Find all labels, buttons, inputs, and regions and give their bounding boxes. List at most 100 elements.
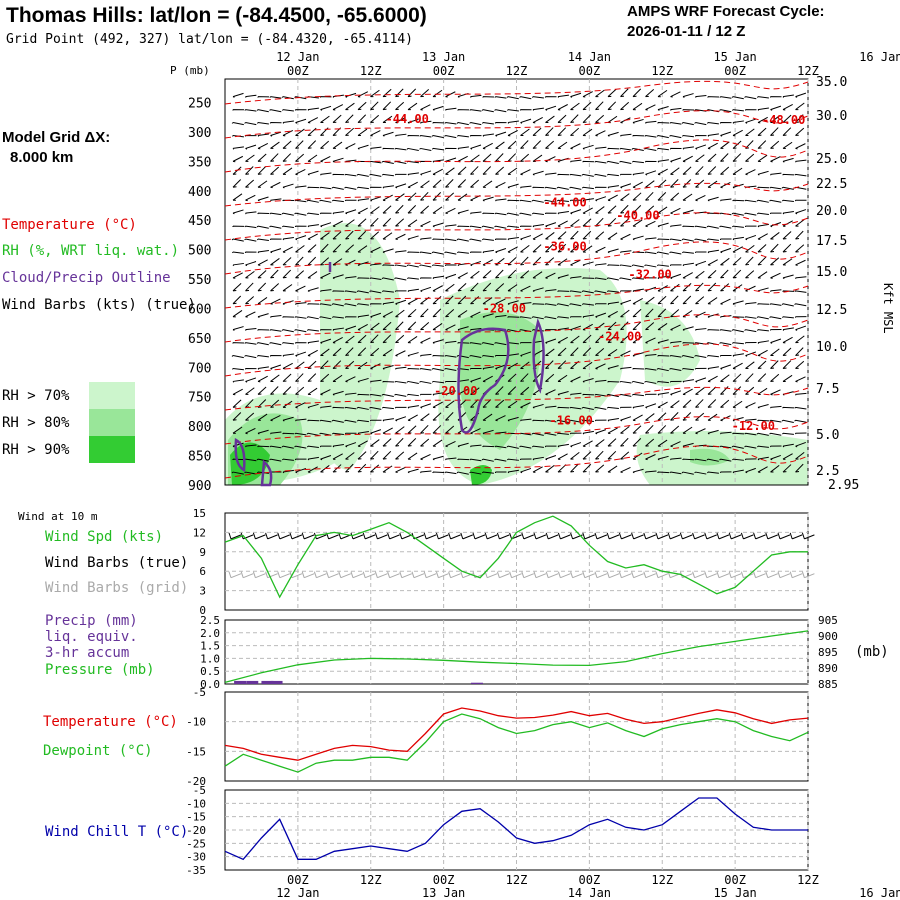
wind-barb bbox=[506, 445, 519, 449]
wind-barb bbox=[570, 442, 582, 448]
wind-barb bbox=[382, 101, 392, 111]
wind-barb bbox=[607, 380, 620, 383]
wind-barb bbox=[645, 454, 656, 461]
wind-barb bbox=[757, 244, 767, 253]
wind-barb bbox=[607, 205, 617, 214]
wind-barb bbox=[719, 329, 732, 332]
wind-barb bbox=[619, 264, 632, 268]
wind-barb bbox=[407, 298, 418, 305]
wind-barb bbox=[757, 404, 769, 409]
precip-tick-label: 0.5 bbox=[200, 665, 220, 678]
wind-barb bbox=[607, 427, 618, 435]
wind-barb bbox=[595, 231, 605, 240]
wind-barb bbox=[295, 256, 304, 266]
wind-barb bbox=[382, 248, 394, 254]
wind-barb bbox=[782, 336, 793, 344]
wind-barb bbox=[495, 166, 505, 175]
wind-barb bbox=[770, 96, 782, 98]
wind-barb bbox=[720, 374, 730, 382]
wind-barb bbox=[795, 199, 807, 202]
wind-barb bbox=[331, 316, 344, 319]
wind-barb bbox=[582, 314, 594, 318]
wind-barb bbox=[595, 450, 604, 460]
isotherm-label: -20.00 bbox=[434, 384, 477, 398]
wind-barb bbox=[244, 238, 257, 242]
wind-barb bbox=[506, 458, 519, 461]
grid-wind-barb bbox=[655, 571, 669, 579]
wind-barb bbox=[532, 154, 543, 162]
wind-barb bbox=[657, 122, 670, 124]
wind-barb bbox=[545, 348, 555, 357]
wind-barb bbox=[245, 94, 257, 98]
wind-barb bbox=[744, 212, 757, 216]
wind-barb bbox=[370, 246, 381, 253]
wind-barb bbox=[795, 209, 807, 215]
date-label-bottom: 15 Jan bbox=[713, 886, 756, 900]
wind-barb bbox=[269, 109, 282, 113]
wind-barb bbox=[332, 231, 342, 240]
wind-barb bbox=[682, 146, 694, 150]
wind-barb bbox=[307, 256, 317, 266]
wind-barb bbox=[406, 393, 419, 397]
wind-barb bbox=[270, 364, 282, 370]
wind-barb bbox=[444, 122, 457, 125]
wind-barb bbox=[395, 117, 406, 124]
wind-barb bbox=[707, 313, 719, 318]
wind-barb bbox=[695, 144, 707, 150]
wind-barb bbox=[595, 246, 606, 253]
wind-barb bbox=[457, 326, 469, 331]
grid-wind-barb bbox=[789, 571, 803, 579]
wind-barb bbox=[670, 91, 681, 98]
wind-barb bbox=[757, 445, 769, 448]
wind-barb bbox=[570, 199, 582, 202]
wind-barb bbox=[569, 290, 582, 293]
wind-barb bbox=[670, 224, 682, 228]
wind-barb bbox=[481, 238, 494, 241]
wind-barb bbox=[745, 302, 757, 305]
wind-barb bbox=[356, 173, 369, 177]
wind-barb bbox=[745, 118, 757, 124]
wind-barb bbox=[632, 172, 644, 176]
wind-barb bbox=[306, 329, 319, 332]
wind-barb bbox=[431, 368, 444, 372]
wind-barb bbox=[319, 303, 332, 306]
wind-barb bbox=[682, 295, 692, 305]
wind-barb bbox=[357, 451, 367, 460]
wind-barb bbox=[370, 312, 382, 318]
wind-barb bbox=[331, 432, 344, 436]
wind-barb bbox=[706, 355, 719, 358]
date-label-bottom: 13 Jan bbox=[422, 886, 465, 900]
wind-barb bbox=[532, 419, 545, 422]
wind-barb bbox=[531, 199, 544, 203]
wind-barb bbox=[470, 166, 479, 175]
wind-barb bbox=[695, 296, 705, 305]
wind-barb bbox=[295, 458, 307, 461]
wind-barb bbox=[419, 134, 432, 138]
wind-barb bbox=[720, 431, 732, 435]
wind-barb bbox=[695, 399, 704, 408]
wind-barb bbox=[495, 141, 505, 149]
wind-barb bbox=[770, 257, 780, 266]
wind-barb bbox=[782, 157, 794, 163]
wind-barb bbox=[307, 287, 319, 293]
wind-barb bbox=[781, 199, 794, 203]
wind-barb bbox=[545, 115, 555, 124]
wind-barb bbox=[795, 143, 806, 150]
surface-wind-barb bbox=[801, 532, 815, 540]
wind-barb bbox=[532, 456, 544, 461]
wind-barb bbox=[395, 321, 404, 331]
wind-barb bbox=[732, 373, 742, 382]
wind-barb bbox=[444, 238, 457, 242]
wind-barb bbox=[382, 427, 393, 435]
wind-barb bbox=[432, 105, 444, 111]
legend-swatch-rh90 bbox=[89, 436, 135, 463]
pressure-unit-label: (mb) bbox=[855, 644, 889, 660]
wind-barb bbox=[307, 340, 319, 344]
legend-precip-liq: liq. equiv. bbox=[45, 629, 138, 645]
wind-barb bbox=[482, 429, 494, 435]
wind-barb bbox=[731, 329, 744, 333]
pressure-tick-label: 750 bbox=[188, 391, 211, 406]
wind-barb bbox=[295, 386, 305, 395]
wind-barb bbox=[245, 179, 255, 188]
wind-barb bbox=[670, 400, 680, 408]
